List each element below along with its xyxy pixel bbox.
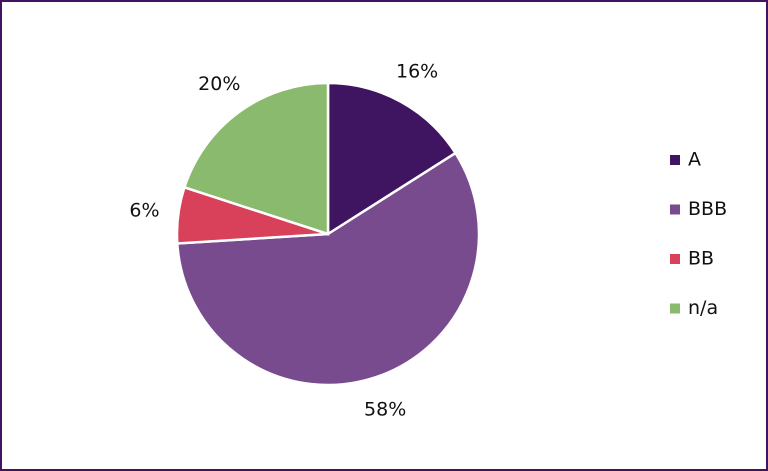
legend-label: BBB <box>688 198 727 220</box>
legend-label: BB <box>688 248 714 270</box>
legend-swatch <box>670 155 680 165</box>
pie-slice <box>326 81 458 237</box>
legend-swatch <box>670 254 680 264</box>
pie-slice <box>175 151 481 387</box>
legend-swatch <box>670 204 680 215</box>
data-label: 20% <box>198 73 240 95</box>
legend-swatch <box>670 303 680 314</box>
data-label: 6% <box>129 199 159 221</box>
pie-slice <box>182 81 330 236</box>
legend-label: A <box>688 149 701 171</box>
data-label: 58% <box>364 398 406 420</box>
data-label: 16% <box>396 60 438 82</box>
legend-label: n/a <box>688 297 718 319</box>
